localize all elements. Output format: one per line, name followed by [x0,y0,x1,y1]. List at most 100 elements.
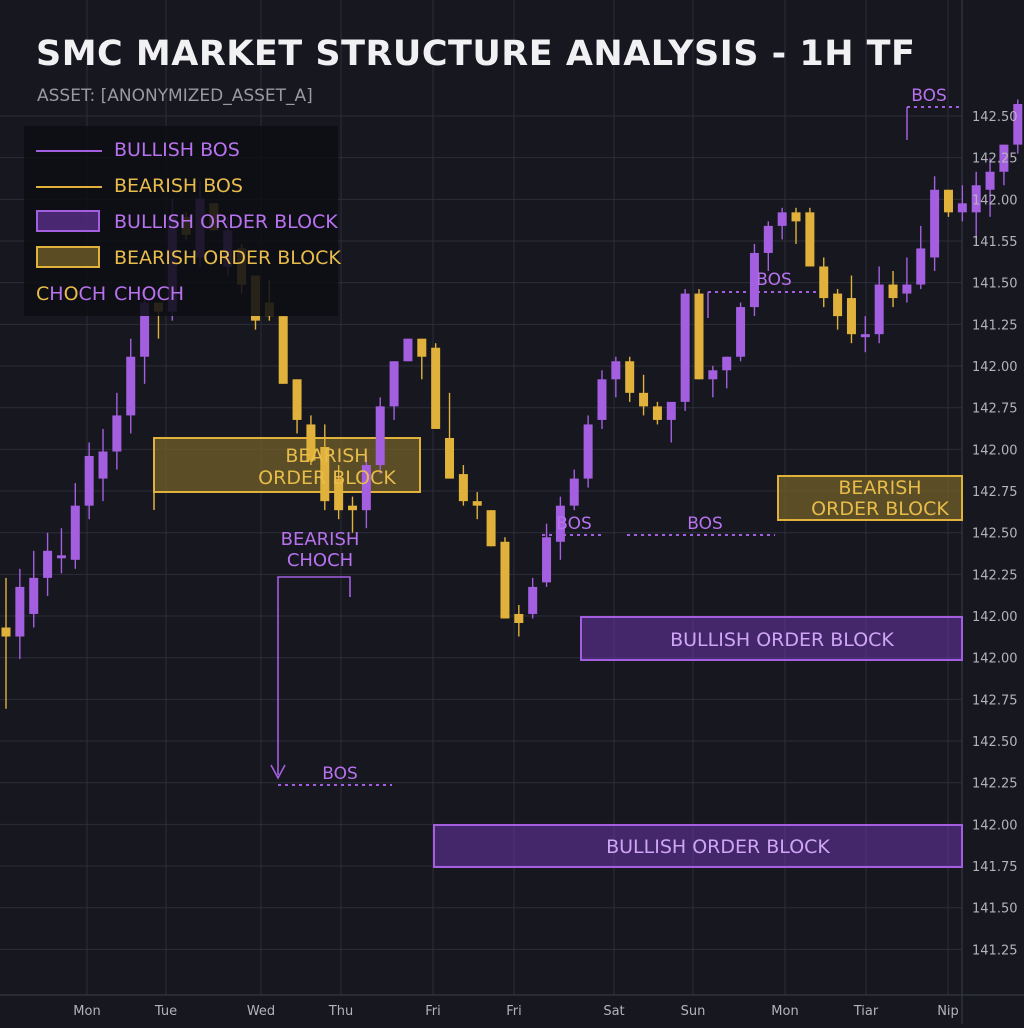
annotation-label: BULLISH ORDER BLOCK [606,836,830,858]
candle-body [625,361,634,393]
candle [833,289,842,330]
candle [667,402,676,443]
candle-body [764,226,773,253]
candle-body [542,537,551,582]
candle-body [500,542,509,619]
candle [930,176,939,271]
candle [736,303,745,362]
candle [500,537,509,618]
x-tick-label: Tiar [853,1004,879,1019]
candle [2,578,11,709]
candle [611,357,620,398]
candle [792,208,801,244]
legend-item-bearish-ob: BEARISH ORDER BLOCK [24,246,338,272]
choch-swatch-letter: O [64,283,79,305]
chart-subtitle: ASSET: [ANONYMIZED_ASSET_A] [37,86,313,106]
legend-label: BEARISH ORDER BLOCK [114,247,341,269]
candle-body [390,361,399,406]
candle [570,470,579,511]
candle-body [71,506,80,560]
candle-body [722,357,731,371]
candle [584,415,593,487]
candle-body [681,294,690,402]
annotation-label: BOS [556,514,592,534]
x-tick-label: Mon [73,1004,100,1019]
candle [57,528,66,573]
annotation-label: BEARISH [838,477,921,499]
candle-body [847,298,856,334]
candle [445,393,454,479]
x-tick-label: Wed [247,1004,275,1019]
y-tick-label: 141.50 [972,902,1018,917]
candle-body [279,316,288,384]
candle-body [778,212,787,226]
legend-item-bullish-ob: BULLISH ORDER BLOCK [24,210,338,236]
candle [126,339,135,434]
candle-body [986,172,995,190]
candle [279,316,288,384]
candle [431,343,440,429]
candle-body [792,212,801,221]
bearish-ob-swatch [36,246,100,268]
candle-body [708,370,717,379]
y-tick-label: 142.50 [972,735,1018,750]
candle-body [833,294,842,317]
candle [819,257,828,307]
candle [459,465,468,506]
annotation-label: BEARISH [285,445,368,467]
candle [473,492,482,519]
candle [805,208,814,267]
candle-body [653,406,662,420]
candle-body [528,587,537,614]
annotation-label: CHOCH [287,550,353,571]
candle [514,605,523,637]
candle-body [597,379,606,420]
candle [43,533,52,596]
candle-body [639,393,648,407]
y-tick-label: 142.00 [972,818,1018,833]
candle-body [2,628,11,637]
choch-swatch-letter: H [92,283,106,305]
candle-body [667,402,676,420]
candle [1013,100,1022,154]
x-tick-label: Nip [937,1004,959,1019]
candle-body [584,424,593,478]
candle-body [944,190,953,213]
y-tick-label: 142.25 [972,777,1018,792]
candle-body [611,361,620,379]
candle [847,276,856,344]
candle-body [819,266,828,298]
candle [875,266,884,343]
candle-body [417,339,426,357]
candle-body [889,285,898,299]
choch-swatch-letter: C [36,283,49,305]
candle-body [403,339,412,362]
candle-body [861,334,870,337]
legend-label: BEARISH BOS [114,175,243,197]
candle-body [930,190,939,258]
x-tick-label: Sat [603,1004,624,1019]
y-tick-label: 141.55 [972,235,1018,250]
y-tick-label: 142.25 [972,152,1018,167]
candle-body [376,406,385,465]
candle [639,375,648,416]
candle [764,221,773,271]
bullish-ob-swatch [36,210,100,232]
annotation-label: BOS [911,86,947,106]
candle [487,510,496,546]
annotation-label: BEARISH [281,529,360,550]
legend-item-bullish-bos: BULLISH BOS [24,138,338,164]
legend-label: CHOCH [114,283,184,305]
chart-title: SMC MARKET STRUCTURE ANALYSIS - 1H TF [36,34,915,74]
annotation-label: BOS [756,270,792,290]
y-tick-label: 142.75 [972,693,1018,708]
y-tick-label: 142.00 [972,360,1018,375]
candle [625,357,634,402]
candle [944,190,953,217]
candle-body [431,348,440,429]
candle [417,339,426,380]
y-axis: 142.50142.25142.00141.55141.50141.25142.… [972,110,1018,958]
x-tick-label: Fri [425,1004,441,1019]
candle-body [958,203,967,212]
candle [376,397,385,474]
